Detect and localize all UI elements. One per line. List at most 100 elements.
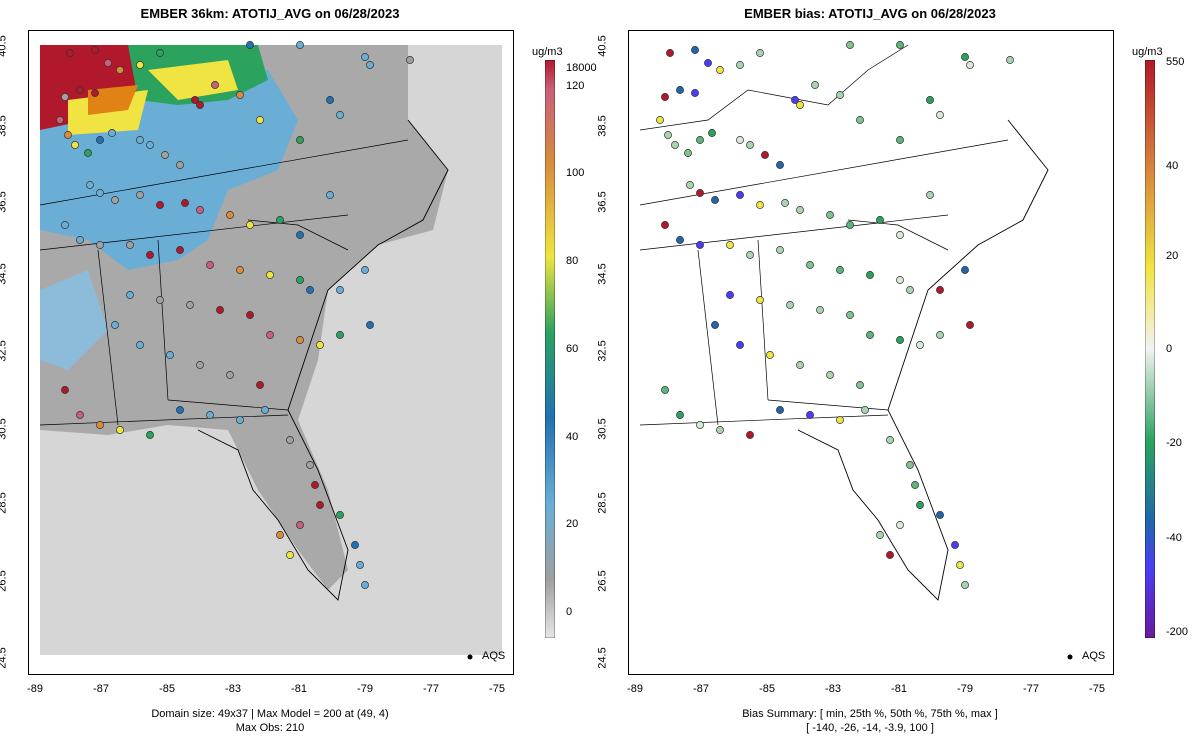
aqs-station-marker bbox=[791, 96, 799, 104]
aqs-station-marker bbox=[316, 341, 324, 349]
aqs-station-marker bbox=[176, 161, 184, 169]
y-tick: 38.5 bbox=[0, 115, 9, 137]
aqs-station-marker bbox=[836, 416, 844, 424]
aqs-station-marker bbox=[806, 411, 814, 419]
aqs-station-marker bbox=[361, 581, 369, 589]
aqs-station-marker bbox=[61, 93, 69, 101]
aqs-station-marker bbox=[696, 136, 704, 144]
aqs-station-marker bbox=[261, 406, 269, 414]
aqs-station-marker bbox=[846, 311, 854, 319]
aqs-station-marker bbox=[196, 361, 204, 369]
aqs-station-marker bbox=[84, 149, 92, 157]
aqs-station-marker bbox=[896, 521, 904, 529]
aqs-station-marker bbox=[206, 261, 214, 269]
aqs-station-marker bbox=[761, 151, 769, 159]
aqs-station-marker bbox=[111, 196, 119, 204]
y-tick: 32.5 bbox=[0, 340, 9, 362]
aqs-station-marker bbox=[811, 81, 819, 89]
y-tick: 24.5 bbox=[0, 647, 9, 669]
aqs-station-marker bbox=[156, 201, 164, 209]
aqs-station-marker bbox=[696, 241, 704, 249]
colorbar-tick: -200 bbox=[1166, 626, 1189, 638]
aqs-station-marker bbox=[336, 286, 344, 294]
footer-line-1: Domain size: 49x37 | Max Model = 200 at … bbox=[151, 708, 389, 720]
aqs-station-marker bbox=[746, 431, 754, 439]
aqs-station-marker bbox=[211, 81, 219, 89]
aqs-station-marker bbox=[866, 331, 874, 339]
aqs-station-marker bbox=[711, 321, 719, 329]
aqs-station-marker bbox=[961, 53, 969, 61]
aqs-station-marker bbox=[716, 426, 724, 434]
aqs-station-marker bbox=[736, 61, 744, 69]
aqs-station-marker bbox=[836, 91, 844, 99]
aqs-station-marker bbox=[686, 181, 694, 189]
aqs-stations bbox=[656, 41, 1014, 589]
model-map bbox=[28, 30, 514, 675]
aqs-station-marker bbox=[966, 61, 974, 69]
colorbar-unit: ug/m3 bbox=[532, 46, 563, 58]
aqs-station-marker bbox=[356, 561, 364, 569]
aqs-stations bbox=[56, 41, 414, 589]
aqs-station-marker bbox=[936, 511, 944, 519]
aqs-station-marker bbox=[696, 189, 704, 197]
x-tick: -83 bbox=[825, 683, 841, 695]
aqs-station-marker bbox=[156, 49, 164, 57]
aqs-station-marker bbox=[856, 116, 864, 124]
aqs-station-marker bbox=[756, 296, 764, 304]
colorbar-tick: 20 bbox=[1166, 250, 1179, 262]
aqs-station-marker bbox=[91, 89, 99, 97]
aqs-station-marker bbox=[656, 116, 664, 124]
aqs-station-marker bbox=[71, 141, 79, 149]
aqs-station-marker bbox=[336, 511, 344, 519]
aqs-station-marker bbox=[181, 199, 189, 207]
aqs-station-marker bbox=[406, 56, 414, 64]
x-tick: -79 bbox=[357, 683, 373, 695]
aqs-station-marker bbox=[671, 141, 679, 149]
aqs-station-marker bbox=[866, 271, 874, 279]
aqs-station-marker bbox=[736, 191, 744, 199]
y-tick: 34.5 bbox=[0, 263, 9, 285]
colorbar-tick: 60 bbox=[566, 343, 579, 355]
bias-map bbox=[628, 30, 1114, 675]
aqs-station-marker bbox=[361, 53, 369, 61]
aqs-station-marker bbox=[91, 46, 99, 54]
aqs-station-marker bbox=[276, 216, 284, 224]
colorbar-tick: 120 bbox=[566, 80, 585, 92]
x-tick: -81 bbox=[891, 683, 907, 695]
aqs-station-marker bbox=[876, 216, 884, 224]
aqs-station-marker bbox=[336, 111, 344, 119]
y-tick: 28.5 bbox=[596, 492, 609, 514]
aqs-station-marker bbox=[61, 386, 69, 394]
aqs-station-marker bbox=[786, 301, 794, 309]
aqs-station-marker bbox=[936, 331, 944, 339]
aqs-legend-label: AQS bbox=[482, 650, 506, 662]
aqs-station-marker bbox=[176, 406, 184, 414]
aqs-station-marker bbox=[826, 211, 834, 219]
aqs-station-marker bbox=[856, 381, 864, 389]
aqs-station-marker bbox=[966, 321, 974, 329]
colorbar-tick: 550 bbox=[1166, 56, 1185, 68]
coastline bbox=[797, 119, 1049, 601]
aqs-station-marker bbox=[296, 336, 304, 344]
aqs-station-marker bbox=[961, 266, 969, 274]
aqs-station-marker bbox=[661, 93, 669, 101]
aqs-station-marker bbox=[166, 351, 174, 359]
y-tick: 26.5 bbox=[596, 570, 609, 592]
aqs-station-marker bbox=[116, 426, 124, 434]
aqs-station-marker bbox=[296, 41, 304, 49]
aqs-station-marker bbox=[661, 221, 669, 229]
aqs-station-marker bbox=[664, 131, 672, 139]
aqs-station-marker bbox=[691, 46, 699, 54]
aqs-station-marker bbox=[286, 551, 294, 559]
aqs-station-marker bbox=[711, 196, 719, 204]
coastline bbox=[197, 119, 449, 601]
aqs-station-marker bbox=[846, 41, 854, 49]
aqs-station-marker bbox=[826, 371, 834, 379]
y-tick: 36.5 bbox=[596, 191, 609, 213]
aqs-station-marker bbox=[896, 276, 904, 284]
aqs-station-marker bbox=[246, 41, 254, 49]
aqs-station-marker bbox=[676, 86, 684, 94]
aqs-station-marker bbox=[296, 231, 304, 239]
aqs-station-marker bbox=[746, 141, 754, 149]
aqs-station-marker bbox=[76, 86, 84, 94]
